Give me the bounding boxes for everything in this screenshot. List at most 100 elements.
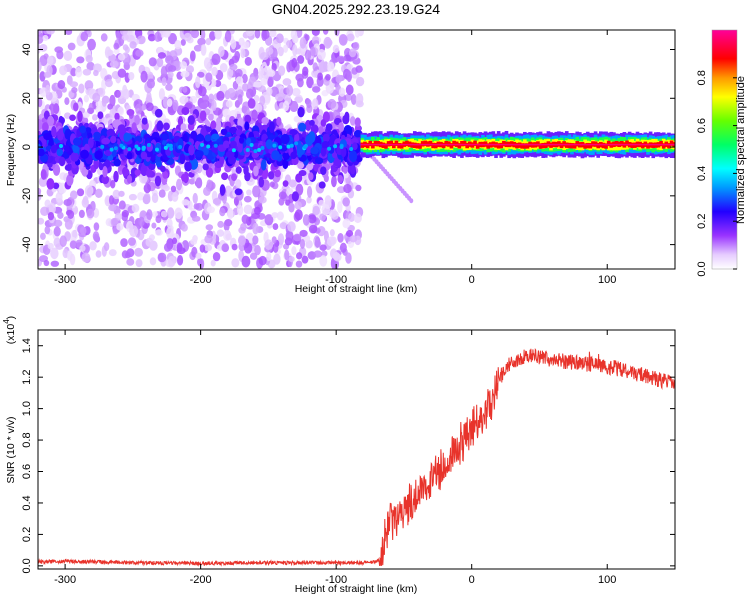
heatmap-cell [308, 214, 317, 224]
heatmap-cell [57, 211, 64, 219]
heatmap-cell [240, 48, 246, 59]
snr-y-axis: 0.00.20.40.60.81.01.21.4 [21, 338, 675, 574]
heatmap-cell [311, 30, 320, 36]
heatmap-cell [296, 252, 303, 260]
heatmap-cell [170, 185, 177, 193]
heatmap-cell [252, 185, 261, 198]
snr-y-scale-base: (x10 [5, 324, 17, 345]
heatmap-cell [167, 65, 177, 72]
heatmap-cell [56, 148, 64, 157]
heatmap-cell [131, 122, 137, 134]
heatmap-cell [234, 188, 243, 196]
heatmap-cell [155, 142, 162, 153]
heatmap-cell [311, 98, 319, 110]
heatmap-cell [156, 120, 164, 132]
heatmap-cell [290, 151, 297, 160]
heatmap-cell [659, 140, 663, 147]
heatmap-cell [254, 30, 261, 39]
heatmap-cell [260, 68, 269, 79]
heatmap-cell [255, 103, 263, 113]
heatmap-cell [176, 178, 183, 191]
heatmap-cell [187, 115, 195, 126]
heatmap-cell [169, 146, 174, 151]
heatmap-cell [71, 86, 78, 94]
heatmap-cell [113, 42, 120, 50]
heatmap-cell [301, 255, 309, 264]
heatmap-cell [117, 124, 126, 133]
heatmap-cell [275, 93, 284, 102]
heatmap-cell [325, 123, 333, 132]
heatmap-cell [212, 251, 221, 262]
heatmap-cell [206, 144, 211, 149]
heatmap-cell [38, 148, 45, 157]
heatmap-cell [166, 226, 174, 239]
heatmap-cell [234, 68, 243, 78]
heatmap-cell [200, 30, 206, 40]
heatmap-cell [349, 150, 358, 163]
heatmap-cell [345, 230, 354, 237]
heatmap-cell [322, 30, 329, 35]
heatmap-cell [92, 92, 101, 103]
heatmap-cell [231, 148, 236, 153]
heatmap-cell [283, 44, 289, 53]
heatmap-cell [253, 149, 258, 154]
heatmap-cell [114, 89, 121, 98]
heatmap-cell [38, 60, 42, 73]
heatmap-cell [40, 169, 47, 180]
heatmap-cell [149, 257, 157, 266]
heatmap-cell [261, 167, 269, 180]
heatmap-cell [77, 110, 83, 123]
heatmap-cell [457, 143, 462, 149]
heatmap-cell [264, 214, 274, 226]
heatmap-cell [241, 73, 248, 84]
heatmap-cell [101, 78, 107, 91]
heatmap-cell [312, 86, 321, 93]
heatmap-cell [278, 145, 283, 150]
heatmap-cell [151, 131, 160, 140]
heatmap-cell [219, 63, 228, 73]
heatmap-cell [59, 65, 68, 76]
heatmap-cell [191, 215, 201, 222]
heatmap-cell [97, 111, 104, 119]
heatmap-cell [246, 189, 252, 196]
heatmap-cell [58, 156, 66, 167]
heatmap-cell [351, 142, 358, 151]
heatmap-cell [118, 200, 126, 210]
heatmap-cell [394, 140, 399, 146]
heatmap-cell [324, 195, 332, 207]
heatmap-cell [276, 116, 282, 126]
heatmap-cell [247, 98, 256, 109]
heatmap-cell [243, 204, 253, 215]
heatmap-cell [199, 258, 205, 269]
heatmap-cell [289, 100, 299, 113]
heatmap-cell [44, 199, 51, 208]
heatmap-cell [93, 158, 100, 170]
heatmap-cell [116, 223, 124, 231]
heatmap-cell [243, 195, 252, 203]
heatmap-cell [190, 30, 200, 39]
heatmap-cell [202, 163, 209, 171]
heatmap-cell [348, 212, 355, 223]
heatmap-cell [135, 49, 144, 57]
heatmap-cell [318, 199, 325, 207]
heatmap-cell [145, 102, 154, 112]
heatmap-cell [204, 134, 212, 142]
heatmap-cell [271, 150, 280, 161]
heatmap-cell [85, 54, 93, 63]
heatmap-cell [344, 111, 350, 122]
heatmap-cell [231, 258, 240, 268]
heatmap-cell [148, 57, 157, 67]
heatmap-cell [320, 166, 327, 175]
heatmap-cell [260, 159, 267, 171]
heatmap-cell [94, 188, 103, 199]
heatmap-cell [63, 145, 70, 153]
heatmap-cell [117, 53, 126, 61]
heatmap-cell [229, 126, 238, 134]
heatmap-cell [269, 181, 275, 188]
heatmap-cell [646, 143, 650, 149]
heatmap-cell [70, 229, 78, 241]
heatmap-cell [134, 144, 139, 149]
heatmap-cell [266, 87, 273, 96]
heatmap-cell [56, 50, 64, 60]
heatmap-cell [80, 149, 90, 159]
